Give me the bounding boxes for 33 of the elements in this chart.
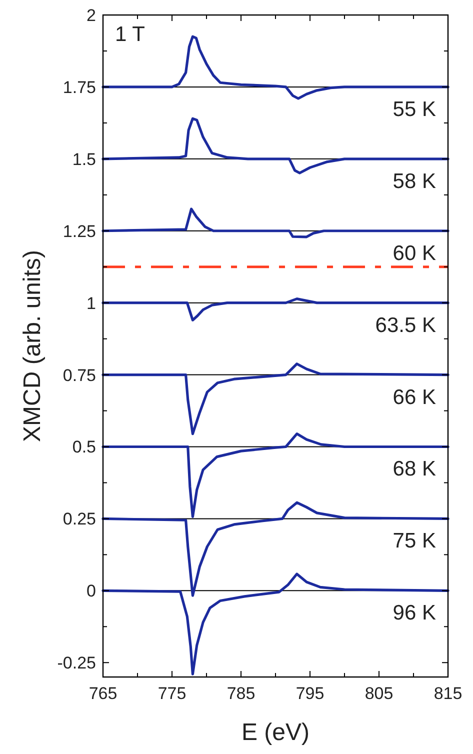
series-label: 66 K	[392, 386, 436, 409]
y-tick-label: 0	[86, 582, 96, 601]
line-series	[102, 432, 450, 518]
y-axis-title: XMCD (arb. units)	[19, 250, 46, 442]
series-label: 55 K	[392, 98, 436, 121]
y-tick-label: 1.5	[72, 150, 96, 169]
y-tick-label: 0.25	[62, 510, 96, 529]
line-series	[102, 117, 450, 174]
series-label: 96 K	[392, 602, 436, 625]
x-axis-title: E (eV)	[241, 719, 310, 746]
line-series	[102, 572, 450, 676]
annotation: 1 T	[115, 23, 146, 46]
x-tick-label: 765	[88, 684, 118, 703]
x-tick-label: 815	[434, 684, 462, 703]
y-tick-label: -0.25	[57, 654, 96, 673]
series-label: 60 K	[392, 242, 436, 265]
series-label: 68 K	[392, 458, 436, 481]
y-tick-label: 1.25	[62, 222, 96, 241]
x-tick-label: 775	[158, 684, 186, 703]
y-tick-label: 1.75	[62, 78, 96, 97]
x-tick-label: 795	[296, 684, 324, 703]
line-series	[102, 501, 450, 597]
x-tick-label: 805	[364, 684, 394, 703]
y-tick-label: 0.5	[72, 438, 96, 457]
y-tick-label: 0.75	[62, 366, 96, 385]
y-tick-label: 1	[86, 294, 96, 313]
series-label: 58 K	[392, 170, 436, 193]
series-label: 75 K	[392, 530, 436, 553]
x-tick-label: 785	[226, 684, 256, 703]
line-series	[102, 208, 450, 238]
y-tick-label: 2	[86, 6, 96, 25]
series-label: 63.5 K	[375, 314, 436, 337]
line-series	[102, 362, 450, 436]
